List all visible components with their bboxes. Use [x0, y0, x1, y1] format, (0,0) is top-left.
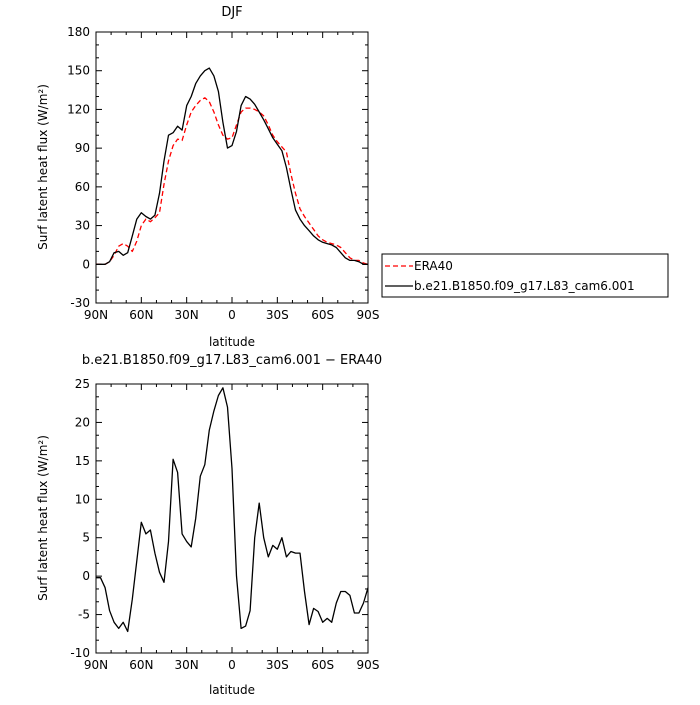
bottom-y-axis: -10 -5 0 5 10 15 20 25	[70, 377, 368, 660]
bottom-y-tick-label: 25	[75, 377, 90, 391]
legend: ERA40 b.e21.B1850.f09_g17.L83_cam6.001	[381, 253, 669, 298]
bottom-x-tick-label: 60S	[311, 658, 334, 672]
top-x-tick-label: 60S	[311, 308, 334, 322]
bottom-y-tick-label: -10	[70, 646, 90, 660]
top-series-line-era40	[96, 97, 369, 265]
top-y-tick-label: 90	[75, 141, 90, 155]
top-x-tick-label: 90S	[357, 308, 380, 322]
top-x-tick-label: 90N	[84, 308, 108, 322]
top-series-line-model	[96, 67, 368, 265]
bottom-x-axis-label: latitude	[209, 683, 255, 697]
bottom-y-tick-label: -5	[78, 608, 90, 622]
bottom-series	[96, 387, 369, 633]
top-y-tick-label: 0	[82, 257, 90, 271]
top-y-axis: -30 0 30 60 90 120 150 180	[67, 25, 368, 310]
bottom-x-tick-label: 60N	[129, 658, 153, 672]
top-x-tick-label: 0	[228, 308, 236, 322]
top-x-tick-label: 30N	[175, 308, 199, 322]
top-y-tick-label: 30	[75, 219, 90, 233]
bottom-series-line-difference	[96, 387, 369, 633]
bottom-y-tick-label: 5	[82, 531, 90, 545]
top-x-axis-label: latitude	[209, 335, 255, 349]
bottom-y-tick-label: 10	[75, 492, 90, 506]
bottom-y-axis-label: Surf latent heat flux (W/m²)	[36, 435, 50, 601]
top-y-tick-label: 180	[67, 25, 90, 39]
bottom-chart-title: b.e21.B1850.f09_g17.L83_cam6.001 − ERA40	[82, 353, 382, 368]
top-y-tick-label: 120	[67, 102, 90, 116]
top-panel: DJF -30 0 30 60 90 120 150 180 90N 60N 30N 0 30S 60S…	[36, 5, 379, 349]
bottom-x-axis: 90N 60N 30N 0 30S 60S 90S	[84, 384, 380, 672]
top-chart-title: DJF	[221, 5, 242, 20]
bottom-x-tick-label: 0	[228, 658, 236, 672]
top-x-tick-label: 30S	[266, 308, 289, 322]
legend-label-model: b.e21.B1850.f09_g17.L83_cam6.001	[414, 279, 635, 293]
bottom-plot-frame	[95, 383, 369, 654]
bottom-y-tick-label: 0	[82, 569, 90, 583]
bottom-x-tick-label: 30S	[266, 658, 289, 672]
bottom-y-tick-label: 20	[75, 415, 90, 429]
top-y-tick-label: 60	[75, 180, 90, 194]
bottom-x-tick-label: 30N	[175, 658, 199, 672]
top-series	[96, 67, 369, 265]
top-x-axis: 90N 60N 30N 0 30S 60S 90S	[84, 32, 380, 322]
top-y-axis-label: Surf latent heat flux (W/m²)	[36, 84, 50, 250]
bottom-y-tick-label: 15	[75, 454, 90, 468]
bottom-panel: b.e21.B1850.f09_g17.L83_cam6.001 − ERA40…	[36, 353, 382, 697]
legend-label-era40: ERA40	[414, 259, 453, 273]
top-y-tick-label: 150	[67, 64, 90, 78]
top-plot-frame	[95, 31, 369, 304]
top-x-tick-label: 60N	[129, 308, 153, 322]
top-y-tick-label: -30	[70, 296, 90, 310]
bottom-x-tick-label: 90S	[357, 658, 380, 672]
bottom-x-tick-label: 90N	[84, 658, 108, 672]
legend-box	[381, 253, 669, 298]
